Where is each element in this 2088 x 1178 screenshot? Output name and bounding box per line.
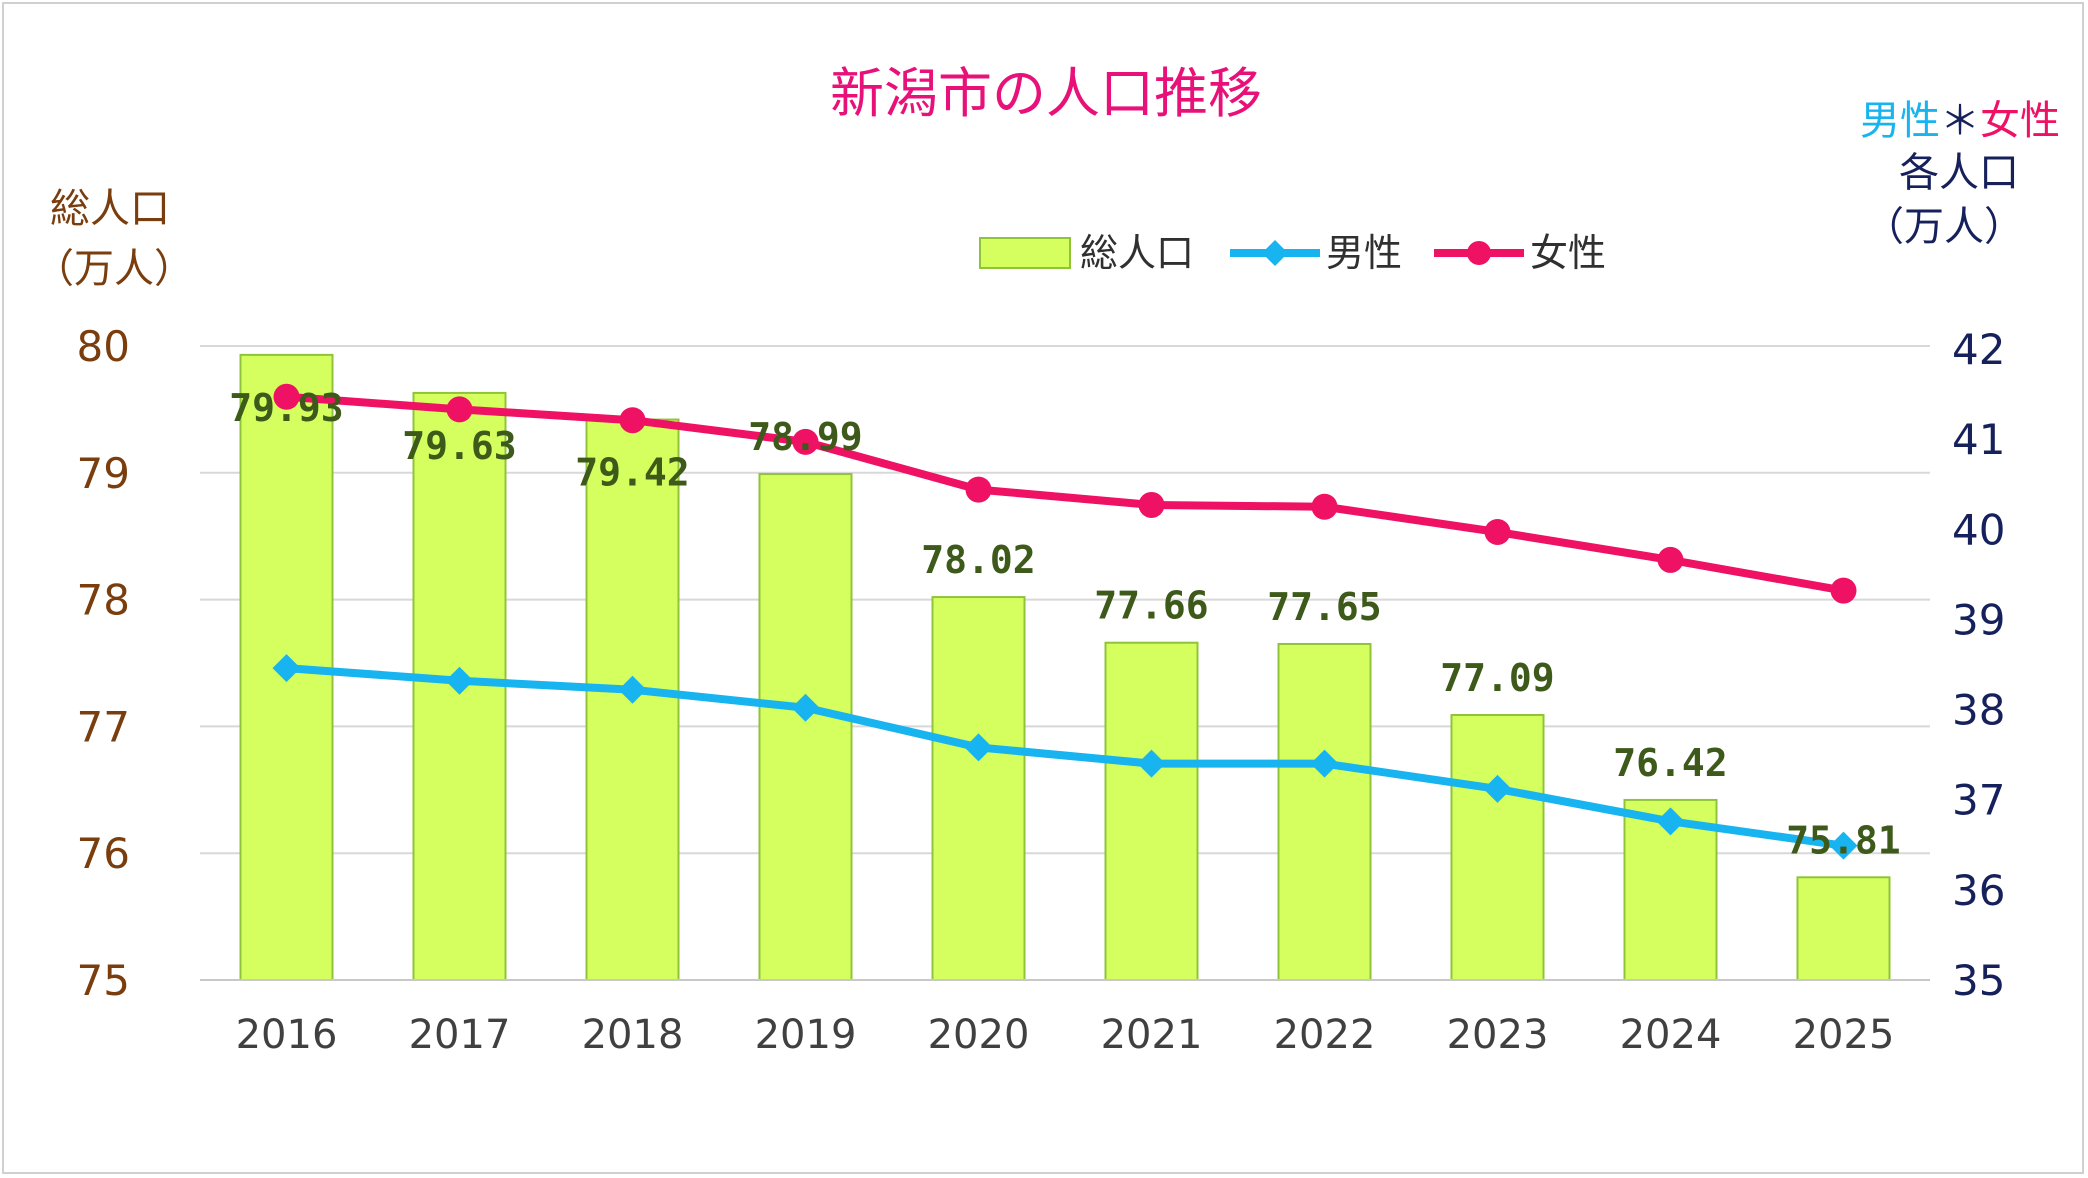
x-tick-label: 2017 (409, 1012, 511, 1058)
legend-label-female: 女性 (1530, 231, 1606, 275)
bar-2021 (1104, 641, 1199, 981)
right-axis-title: 男性＊女性 各人口 （万人） (1860, 98, 2060, 250)
y-right-tick-label: 41 (1952, 415, 2005, 464)
legend-swatch-total (979, 237, 1071, 269)
line-女性 (286, 392, 1845, 595)
line-series (272, 383, 1858, 860)
chart-title: 新潟市の人口推移 (830, 62, 1262, 125)
y-right-tick-label: 42 (1952, 325, 2005, 374)
right-axis-title-male: 男性 (1860, 98, 1940, 144)
bar-value-label: 79.63 (402, 424, 516, 468)
x-tick-label: 2024 (1620, 1012, 1722, 1058)
left-axis-title: 総人口 （万人） (34, 186, 194, 292)
y-left-tick-label: 79 (77, 449, 130, 498)
female-point-2017 (446, 396, 473, 423)
bar-value-label: 78.02 (921, 538, 1035, 582)
bar-2025 (1796, 876, 1891, 981)
y-right-tick-label: 39 (1952, 595, 2005, 644)
male-point-2023 (1483, 774, 1512, 803)
x-tick-label: 2021 (1101, 1012, 1203, 1058)
female-point-2021 (1138, 491, 1165, 518)
male-point-2024 (1656, 807, 1685, 836)
right-axis-title-line2: 各人口 (1899, 150, 2019, 196)
legend-label-total: 総人口 (1080, 231, 1194, 275)
bar-value-label: 78.99 (748, 415, 862, 459)
bar-value-label: 77.65 (1267, 585, 1381, 629)
female-point-2025 (1830, 577, 1857, 604)
y-right-tick-label: 37 (1952, 776, 2005, 825)
y-left-tick-label: 76 (77, 829, 130, 878)
female-point-2024 (1657, 546, 1684, 573)
male-point-2017 (445, 666, 474, 695)
y-left-tick-label: 80 (77, 322, 130, 371)
right-axis-title-sep: ＊ (1940, 98, 1980, 144)
y-right-tick-label: 36 (1952, 866, 2005, 915)
legend-label-male: 男性 (1326, 231, 1402, 275)
y-left-tick-label: 77 (77, 702, 130, 751)
male-point-2021 (1137, 749, 1166, 778)
y-right-tick-label: 35 (1952, 956, 2005, 1005)
right-axis-title-line3: （万人） (1864, 204, 2024, 250)
bar-series-total (239, 353, 1891, 982)
female-point-2020 (965, 476, 992, 503)
male-point-2016 (272, 654, 301, 683)
female-point-2019 (792, 428, 819, 455)
male-point-2025 (1829, 831, 1858, 860)
right-axis-title-female: 女性 (1980, 98, 2060, 144)
female-point-2022 (1311, 493, 1338, 520)
male-point-2019 (791, 693, 820, 722)
male-point-2022 (1310, 749, 1339, 778)
legend-item-female: 女性 (1434, 231, 1606, 275)
x-tick-label: 2023 (1447, 1012, 1549, 1058)
x-tick-label: 2020 (928, 1012, 1030, 1058)
left-axis-title-line1: 総人口 (50, 186, 170, 232)
male-point-2020 (964, 733, 993, 762)
bar-2022 (1277, 642, 1372, 981)
x-tick-label: 2016 (236, 1012, 338, 1058)
bar-value-label: 79.42 (575, 451, 689, 495)
bar-2020 (931, 596, 1026, 982)
female-point-2016 (273, 383, 300, 410)
axes: 75 76 77 78 79 80 35 36 37 38 39 40 41 42 2016 2017 2018… (77, 322, 2006, 1058)
x-tick-label: 2019 (755, 1012, 857, 1058)
x-tick-label: 2018 (582, 1012, 684, 1058)
bar-value-label: 77.09 (1440, 656, 1554, 700)
y-right-tick-label: 38 (1952, 686, 2005, 735)
population-chart: 79.93 79.63 79.42 78.99 78.02 77.66 77.65 77.09… (34, 62, 2060, 1058)
legend-item-male: 男性 (1230, 231, 1402, 275)
bar-value-label: 79.93 (229, 386, 343, 430)
y-right-tick-label: 40 (1952, 505, 2005, 554)
legend: 総人口 男性 女性 (979, 231, 1606, 275)
data-labels: 79.93 79.63 79.42 78.99 78.02 77.66 77.65 77.09… (229, 386, 1900, 862)
bar-value-label: 75.81 (1786, 818, 1900, 862)
legend-item-total: 総人口 (979, 231, 1194, 275)
male-point-2018 (618, 675, 647, 704)
bar-value-label: 76.42 (1613, 741, 1727, 785)
female-point-2023 (1484, 518, 1511, 545)
x-tick-label: 2025 (1793, 1012, 1895, 1058)
line-男性 (286, 664, 1845, 850)
right-axis-title-line1: 男性＊女性 (1860, 98, 2060, 144)
y-left-tick-label: 75 (77, 956, 130, 1005)
bar-value-label: 77.66 (1094, 584, 1208, 628)
bar-2019 (758, 473, 853, 981)
bar-2023 (1450, 713, 1545, 981)
x-tick-label: 2022 (1274, 1012, 1376, 1058)
left-axis-title-line2: （万人） (34, 246, 194, 292)
legend-marker-male (1262, 240, 1288, 266)
y-left-tick-label: 78 (77, 576, 130, 625)
female-point-2018 (619, 407, 646, 434)
legend-marker-female (1467, 241, 1491, 265)
